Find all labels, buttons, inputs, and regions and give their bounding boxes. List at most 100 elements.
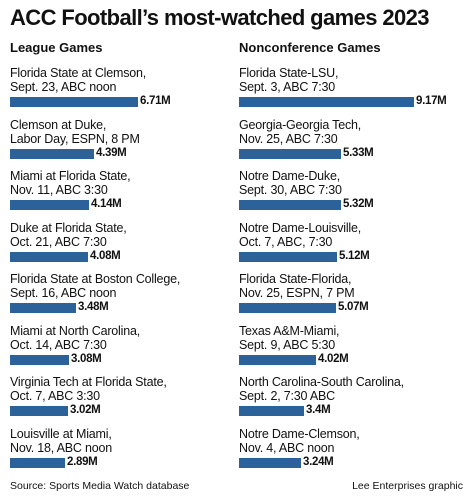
game-matchup: Texas A&M-Miami, [239,323,340,338]
game-item: Florida State-Florida, Nov. 25, ESPN, 7 P… [239,272,461,324]
bar-row: 5.33M [239,146,461,160]
game-item: Miami at North Carolina, Oct. 14, ABC 7:3… [10,324,232,376]
viewership-label: 4.02M [318,352,349,365]
bar-row: 4.39M [10,146,232,160]
game-date-network: Nov. 11, ABC 3:30 [10,183,108,197]
game-date-network: Oct. 7, ABC 3:30 [10,389,100,403]
bar-row: 3.24M [239,455,461,469]
bar-row: 6.71M [10,95,232,108]
bar-row: 3.02M [10,404,232,417]
game-matchup: North Carolina-South Carolina, [239,375,404,389]
game-item: Notre Dame-Louisville, Oct. 7, ABC, 7:30 5… [239,221,461,273]
game-matchup: Duke at Florida State, [10,220,127,235]
game-date-network: Nov. 25, ESPN, 7 PM [239,286,355,300]
bar-row: 4.14M [10,198,232,211]
game-date-network: Sept. 3, ABC 7:30 [239,80,335,94]
bar-row: 3.48M [10,301,232,314]
game-item: Texas A&M-Miami, Sept. 9, ABC 5:30 4.02M [239,324,461,376]
viewership-label: 5.07M [338,301,369,313]
viewership-label: 3.4M [306,404,331,416]
viewership-label: 5.33M [343,146,374,159]
viewership-bar [10,251,88,262]
viewership-bar [10,406,68,416]
viewership-bar [10,97,138,107]
viewership-bar [239,200,341,210]
game-matchup: Miami at Florida State, [10,169,131,183]
game-matchup: Miami at North Carolina, [10,323,140,338]
chart-title: Nonconference Games [239,40,381,55]
game-item: Miami at Florida State, Nov. 11, ABC 3:30… [10,169,232,221]
game-date-network: Sept. 2, 7:30 ABC [239,389,335,403]
game-item: Duke at Florida State, Oct. 21, ABC 7:30 4… [10,221,232,273]
viewership-bar [10,303,76,313]
game-item: Florida State at Boston College, Sept. 16… [10,272,232,324]
game-date-network: Sept. 30, ABC 7:30 [239,183,342,197]
game-date-network: Oct. 7, ABC, 7:30 [239,234,333,249]
game-item: Virginia Tech at Florida State, Oct. 7, A… [10,375,232,427]
game-item: Notre Dame-Clemson, Nov. 4, ABC noon 3.24M [239,427,461,479]
game-date-network: Oct. 21, ABC 7:30 [10,234,107,249]
viewership-bar [239,457,301,468]
game-item: Clemson at Duke, Labor Day, ESPN, 8 PM 4.3… [10,118,232,170]
game-date-network: Sept. 9, ABC 5:30 [239,337,335,352]
viewership-label: 6.71M [140,95,171,107]
game-matchup: Notre Dame-Louisville, [239,220,362,235]
viewership-label: 3.24M [303,455,334,468]
viewership-label: 5.12M [339,249,370,262]
bar-row: 9.17M [239,95,461,108]
game-date-network: Oct. 14, ABC 7:30 [10,337,107,352]
viewership-bar [239,303,336,313]
game-matchup: Florida State-Florida, [239,272,352,286]
viewership-bar [239,97,414,107]
game-matchup: Notre Dame-Duke, [239,169,340,183]
game-matchup: Louisville at Miami, [10,426,112,441]
game-date-network: Labor Day, ESPN, 8 PM [10,131,140,146]
page-title: ACC Football’s most-watched games 2023 [10,5,430,30]
chart-items: Florida State at Clemson, Sept. 23, ABC n… [10,66,232,478]
bar-row: 3.08M [10,352,232,366]
chart-title: League Games [10,40,103,55]
game-date-network: Sept. 16, ABC noon [10,286,117,300]
game-item: Florida State at Clemson, Sept. 23, ABC n… [10,66,232,118]
viewership-bar [239,148,341,159]
nonconference-games-chart: Nonconference Games Florida State-LSU, Se… [239,40,461,478]
game-date-network: Nov. 4, ABC noon [239,440,335,455]
bar-row: 2.89M [10,455,232,469]
league-games-chart: League Games Florida State at Clemson, Se… [10,40,232,478]
bar-row: 5.32M [239,198,461,211]
game-matchup: Georgia-Georgia Tech, [239,117,362,132]
bar-row: 5.07M [239,301,461,314]
game-item: Notre Dame-Duke, Sept. 30, ABC 7:30 5.32M [239,169,461,221]
viewership-bar [239,406,304,416]
chart-items: Florida State-LSU, Sept. 3, ABC 7:30 9.17M… [239,66,461,478]
game-matchup: Virginia Tech at Florida State, [10,375,167,389]
viewership-bar [10,148,94,159]
bar-row: 3.4M [239,404,461,417]
bar-row: 4.02M [239,352,461,366]
viewership-bar [239,251,337,262]
viewership-label: 4.39M [96,146,127,159]
bar-row: 5.12M [239,249,461,263]
source-note: Source: Sports Media Watch database [10,480,190,492]
viewership-label: 4.08M [90,249,121,262]
game-date-network: Nov. 18, ABC noon [10,440,112,455]
viewership-bar [239,354,316,365]
game-matchup: Florida State-LSU, [239,66,339,80]
game-matchup: Clemson at Duke, [10,117,107,132]
game-date-network: Nov. 25, ABC 7:30 [239,131,338,146]
game-matchup: Notre Dame-Clemson, [239,426,360,441]
viewership-label: 2.89M [67,455,98,468]
viewership-label: 3.48M [78,301,109,313]
game-item: Louisville at Miami, Nov. 18, ABC noon 2.8… [10,427,232,479]
game-date-network: Sept. 23, ABC noon [10,80,117,94]
game-item: Florida State-LSU, Sept. 3, ABC 7:30 9.17M [239,66,461,118]
game-matchup: Florida State at Clemson, [10,66,147,80]
credit-note: Lee Enterprises graphic [352,480,463,492]
viewership-bar [10,354,69,365]
viewership-label: 5.32M [343,198,374,210]
viewership-bar [10,200,89,210]
viewership-label: 3.08M [71,352,102,365]
viewership-label: 3.02M [70,404,101,416]
game-item: Georgia-Georgia Tech, Nov. 25, ABC 7:30 5.… [239,118,461,170]
game-matchup: Florida State at Boston College, [10,272,181,286]
